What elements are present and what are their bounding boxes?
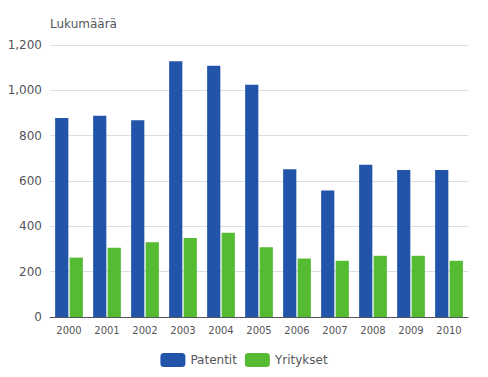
svg-text:Patentit: Patentit: [190, 353, 237, 367]
svg-text:1,200: 1,200: [8, 38, 42, 52]
svg-text:2000: 2000: [56, 325, 81, 336]
svg-text:2008: 2008: [360, 325, 385, 336]
svg-text:2001: 2001: [94, 325, 119, 336]
svg-text:0: 0: [34, 310, 42, 324]
svg-text:2010: 2010: [436, 325, 461, 336]
svg-text:800: 800: [19, 129, 42, 143]
svg-text:600: 600: [19, 174, 42, 188]
svg-text:2007: 2007: [322, 325, 347, 336]
svg-text:2006: 2006: [284, 325, 309, 336]
svg-text:400: 400: [19, 219, 42, 233]
svg-text:2003: 2003: [170, 325, 195, 336]
svg-text:2005: 2005: [246, 325, 271, 336]
svg-text:Lukumäärä: Lukumäärä: [50, 17, 117, 31]
svg-text:2004: 2004: [208, 325, 233, 336]
svg-text:200: 200: [19, 265, 42, 279]
svg-text:Yritykset: Yritykset: [274, 353, 328, 367]
svg-text:2002: 2002: [132, 325, 157, 336]
svg-text:2009: 2009: [398, 325, 423, 336]
svg-text:1,000: 1,000: [8, 83, 42, 97]
